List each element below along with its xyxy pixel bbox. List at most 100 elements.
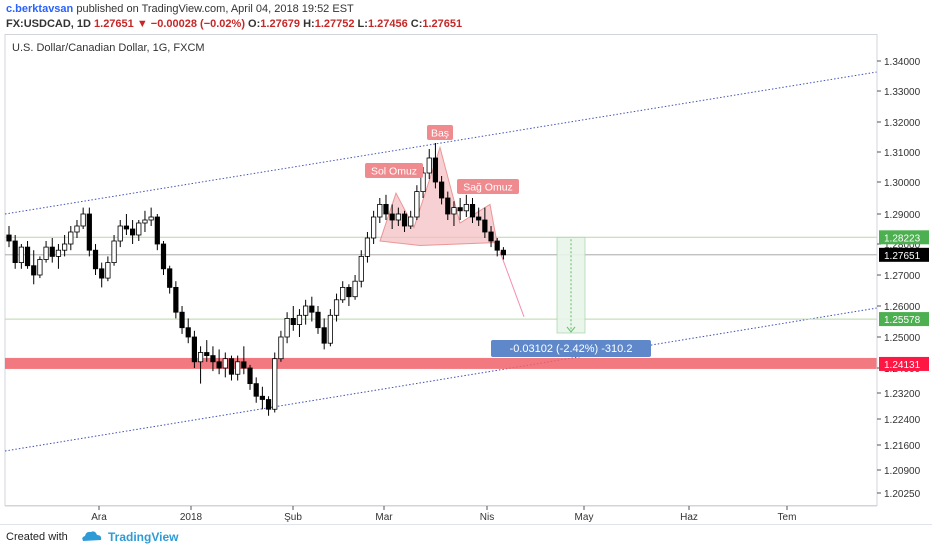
candle-body — [123, 225, 130, 230]
candle-body — [358, 255, 364, 282]
price-axis-tag — [879, 247, 929, 262]
candle-body — [55, 249, 62, 257]
candle-body — [49, 246, 55, 257]
candle-body — [111, 240, 117, 264]
y-tick-label: 1.31000 — [884, 148, 921, 159]
candle-body — [191, 336, 197, 363]
candle-body — [62, 243, 68, 251]
price-axis-tag-label: 1.28223 — [884, 233, 921, 244]
tradingview-brand-link[interactable]: TradingView — [108, 530, 179, 544]
x-tick-label: 2018 — [180, 512, 203, 523]
time-axis[interactable]: Ara 2018 Şub Mar Nis May Haz Tem — [5, 505, 877, 523]
candle-body — [315, 311, 321, 329]
candle-body — [284, 317, 290, 338]
candle-body — [420, 172, 426, 193]
candle-body — [272, 358, 278, 410]
candle-body — [173, 286, 179, 313]
candle-body — [24, 246, 31, 267]
tradingview-cloud-icon — [82, 531, 102, 541]
support-zone[interactable] — [5, 357, 877, 369]
candle-body — [235, 361, 241, 375]
measure-label: -0.03102 (-2.42%) -310.2 — [510, 343, 633, 355]
candle-body — [37, 259, 43, 276]
y-tick-label: 1.23200 — [884, 389, 921, 400]
head-label-box — [427, 125, 453, 140]
candle-body — [340, 286, 346, 301]
plot-area — [4, 34, 878, 506]
symbol-label: FX:USDCAD, 1D — [6, 18, 91, 30]
price-axis-tag — [879, 356, 929, 371]
price-axis-tag-label: 1.24131 — [884, 360, 921, 371]
candle-body — [426, 157, 432, 174]
candle-body — [99, 268, 105, 279]
candle-body — [352, 280, 358, 298]
author-link[interactable]: c.berktavsan — [6, 3, 74, 15]
close-label: C: — [410, 18, 423, 30]
candle-body — [74, 225, 80, 233]
candle-body — [216, 361, 222, 369]
candle-body — [92, 249, 99, 270]
head-label: Baş — [431, 128, 449, 140]
price-axis[interactable]: 1.34000 1.33000 1.32000 1.31000 1.30000 1.290… — [876, 34, 921, 506]
chart-header: c.berktavsan published on TradingView.co… — [0, 0, 932, 34]
measure-arrow-head-icon — [566, 326, 576, 333]
candle-body — [253, 383, 259, 397]
candle-body — [117, 225, 123, 242]
y-tick-label: 1.32000 — [884, 118, 921, 129]
candle-body — [204, 352, 210, 356]
candle-body — [383, 203, 389, 215]
candle-body — [451, 207, 457, 215]
open-value: 1.27679 — [260, 18, 301, 30]
price-axis-tag-label: 1.27651 — [884, 251, 921, 262]
candle-body — [179, 311, 185, 329]
x-tick-label: Haz — [680, 512, 698, 523]
candle-body — [241, 361, 247, 369]
candle-body — [371, 216, 377, 239]
candle-body — [86, 213, 92, 251]
candle-body — [457, 207, 463, 212]
candle-body — [432, 157, 439, 183]
candle-body — [197, 352, 204, 363]
candle-body — [129, 228, 136, 236]
right-shoulder-label-box — [457, 179, 519, 194]
candle-body — [445, 197, 451, 215]
candle-body — [247, 367, 253, 385]
channel-upper-line[interactable] — [4, 71, 878, 215]
candle-body — [148, 216, 154, 221]
open-label: O: — [248, 18, 261, 30]
candle-body — [265, 399, 272, 410]
candle-body — [377, 203, 383, 218]
candle-body — [333, 299, 340, 316]
high-label: H: — [303, 18, 315, 30]
candle-body — [154, 216, 160, 245]
x-tick-label: Şub — [284, 512, 302, 523]
candle-body — [296, 314, 303, 325]
price-axis-tag — [879, 312, 929, 327]
candle-body — [346, 286, 352, 298]
y-tick-label: 1.20900 — [884, 466, 921, 477]
candle-body — [500, 249, 507, 256]
low-value: 1.27456 — [367, 18, 408, 30]
price-chart[interactable]: U.S. Dollar/Canadian Dollar, 1G, FXCM -0… — [0, 34, 932, 524]
candle-body — [210, 355, 216, 363]
price-axis-labels: 1.28223 1.27651 1.25578 1.24131 — [879, 230, 929, 371]
pattern-labels: Baş Sol Omuz Sağ Omuz — [365, 125, 519, 194]
candle-body — [228, 358, 235, 375]
price-channel — [4, 71, 878, 452]
candle-body — [321, 327, 327, 344]
candle-body — [222, 358, 228, 369]
y-tick-label: 1.28000 — [884, 240, 921, 251]
publish-info: published on TradingView.com, April 04, … — [76, 3, 354, 15]
measure-tool: -0.03102 (-2.42%) -310.2 — [491, 236, 651, 357]
channel-lower-line[interactable] — [4, 307, 878, 452]
measure-label-box — [491, 340, 651, 357]
candle-body — [290, 317, 296, 325]
last-price-value: 1.27651 — [94, 18, 134, 30]
candle-body — [389, 213, 395, 221]
candle-body — [494, 240, 500, 251]
candle-body — [185, 327, 191, 338]
candle-body — [105, 262, 111, 279]
candle-body — [482, 219, 488, 233]
right-shoulder-label: Sağ Omuz — [463, 182, 513, 194]
candle-body — [31, 265, 37, 276]
